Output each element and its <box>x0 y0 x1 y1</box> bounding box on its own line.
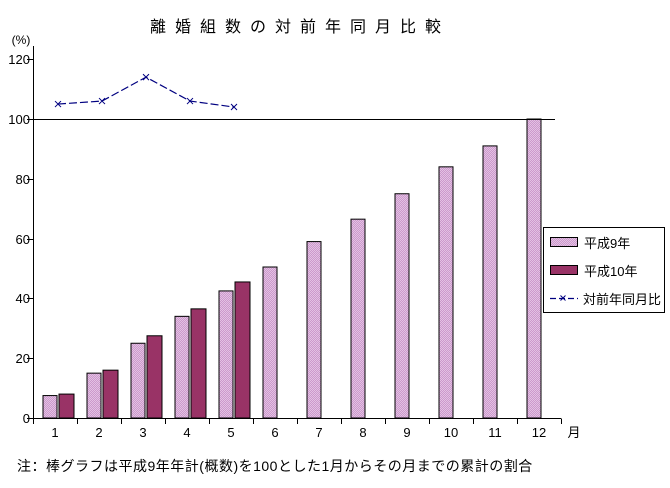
legend-label-h9: 平成9年 <box>584 235 631 251</box>
bar-h10-m2 <box>102 369 119 419</box>
y-tick-label: 20 <box>16 351 30 366</box>
x-tick-label: 3 <box>139 425 146 440</box>
bar-h9-m10 <box>438 166 454 419</box>
bar-h9-m11 <box>482 145 498 419</box>
x-tick-label: 6 <box>271 425 278 440</box>
x-marker <box>54 100 62 108</box>
chart-title: 離婚組数の対前年同月比較 <box>149 19 450 36</box>
y-axis-unit-label: (%) <box>12 33 31 47</box>
y-tick-label: 80 <box>16 172 30 187</box>
y-tick-label: 40 <box>16 291 30 306</box>
x-tick-label: 12 <box>532 425 546 440</box>
bar-h9-m8 <box>350 218 366 419</box>
x-marker <box>186 97 194 105</box>
x-tick-label: 8 <box>359 425 366 440</box>
footnote: 注：棒グラフは平成9年年計(概数)を100とした1月からその月までの累計の割合 <box>17 458 533 474</box>
legend-box: 平成9年 平成10年 対前年同月比 <box>543 227 665 313</box>
x-marker <box>230 103 238 111</box>
bar-h9-m3 <box>130 342 146 419</box>
x-tick-label: 5 <box>227 425 234 440</box>
x-marker <box>98 97 106 105</box>
bar-h9-m12 <box>526 118 542 419</box>
bar-h9-m2 <box>86 372 102 419</box>
legend-label-h10: 平成10年 <box>584 263 638 279</box>
x-tick-label: 10 <box>444 425 458 440</box>
x-tick-label: 4 <box>183 425 190 440</box>
bar-h10-m3 <box>146 335 163 419</box>
legend-item-yoy-line: 対前年同月比 <box>550 284 664 312</box>
legend-item-h10: 平成10年 <box>550 256 664 284</box>
y-tick-label: 60 <box>16 232 30 247</box>
y-tick-label: 100 <box>8 112 30 127</box>
y-tick-label: 120 <box>8 52 30 67</box>
bar-h9-m4 <box>174 315 190 419</box>
x-tick-label: 7 <box>315 425 322 440</box>
bar-h9-m1 <box>42 395 58 419</box>
y-tick-label: 0 <box>23 411 30 426</box>
bar-h9-m6 <box>262 266 278 419</box>
bar-h10-m1 <box>58 393 75 419</box>
legend-swatch-h10-bar <box>550 265 578 275</box>
x-marker <box>142 73 150 81</box>
bar-h9-m7 <box>306 241 322 419</box>
x-tick-label: 9 <box>403 425 410 440</box>
x-tick-label: 11 <box>488 425 502 440</box>
x-tick-label: 2 <box>95 425 102 440</box>
bar-h10-m4 <box>190 308 207 419</box>
bar-h10-m5 <box>234 281 251 419</box>
legend-label-yoy: 対前年同月比 <box>583 291 662 307</box>
legend-swatch-h9-bar <box>550 237 578 247</box>
legend-swatch-line-x-icon <box>550 294 578 301</box>
x-axis-unit-label: 月 <box>567 425 580 440</box>
yoy-line <box>57 76 235 108</box>
legend-item-h9: 平成9年 <box>550 228 664 256</box>
bar-h9-m9 <box>394 193 410 419</box>
bar-h9-m5 <box>218 290 234 419</box>
x-tick-label: 1 <box>51 425 58 440</box>
